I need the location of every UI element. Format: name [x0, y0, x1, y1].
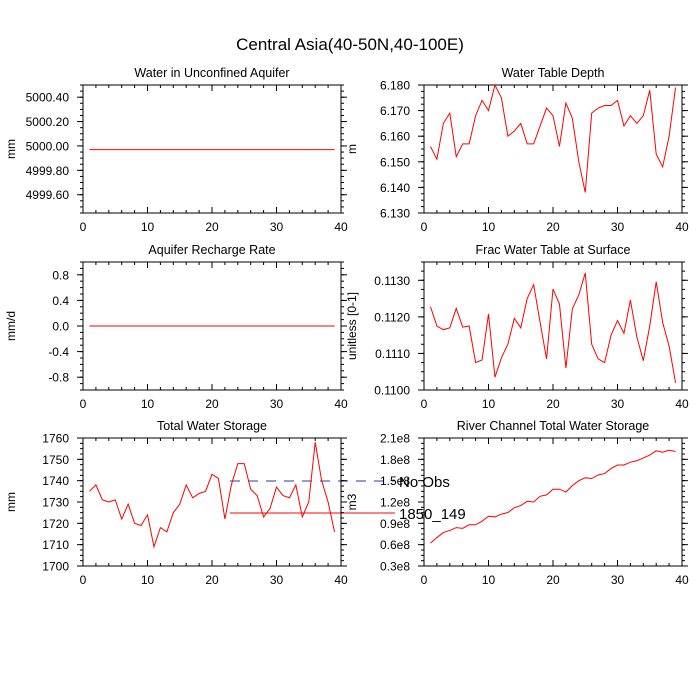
- x-tick-label: 40: [675, 573, 689, 587]
- x-tick-label: 20: [205, 397, 219, 411]
- plot-frame: [423, 84, 683, 214]
- plot-frame: [82, 84, 342, 214]
- y-tick-label: 0.4: [52, 294, 69, 308]
- x-tick-label: 40: [675, 397, 689, 411]
- chart-title: Aquifer Recharge Rate: [148, 243, 275, 257]
- chart-title: Total Water Storage: [157, 419, 267, 433]
- y-tick-label: 6.150: [380, 155, 410, 169]
- y-tick-label: 6.170: [380, 104, 410, 118]
- y-tick-label: 1.5e8: [380, 474, 410, 488]
- x-tick-label: 0: [421, 573, 428, 587]
- x-tick-label: 30: [270, 397, 284, 411]
- chart-panel-4: Frac Water Table at Surface unitless [0-1…: [345, 243, 689, 411]
- x-tick-label: 10: [482, 573, 496, 587]
- y-tick-label: 0.1130: [374, 274, 410, 288]
- x-tick-label: 30: [611, 573, 625, 587]
- x-tick-label: 40: [334, 397, 348, 411]
- x-tick-label: 30: [270, 573, 284, 587]
- legend-1850-149-label: 1850_149: [399, 506, 466, 523]
- y-tick-label: 0.0: [52, 320, 69, 334]
- chart-panel-6: River Channel Total Water Storage m3 0 10 20…: [345, 419, 689, 587]
- x-tick-label: 0: [80, 397, 87, 411]
- y-tick-label: 5000.20: [26, 115, 70, 129]
- y-tick-label: 0.6e8: [380, 538, 410, 552]
- y-tick-label: 4999.80: [26, 164, 70, 178]
- y-axis-label: mm: [4, 492, 18, 512]
- x-tick-label: 30: [611, 220, 625, 234]
- y-tick-label: 1.2e8: [380, 496, 410, 510]
- chart-title: Frac Water Table at Surface: [476, 243, 631, 257]
- series-line-1850-149: [430, 83, 677, 193]
- y-tick-label: 5000.00: [26, 139, 70, 153]
- y-tick-label: 0.1120: [374, 310, 410, 324]
- chart-title: Water Table Depth: [502, 66, 605, 80]
- x-tick-label: 20: [546, 397, 560, 411]
- chart-title: Water in Unconfined Aquifer: [134, 66, 289, 80]
- y-tick-label: 4999.60: [26, 188, 70, 202]
- y-tick-label: 1700: [42, 560, 69, 574]
- y-tick-label: -0.4: [48, 345, 69, 359]
- y-tick-label: 1740: [42, 474, 69, 488]
- chart-panel-5: Total Water Storage mm 0 10 20 30 40 1700 1710 17…: [4, 419, 348, 587]
- chart-title: River Channel Total Water Storage: [457, 419, 650, 433]
- x-tick-label: 0: [80, 220, 87, 234]
- figure-title: Central Asia(40-50N,40-100E): [236, 35, 464, 54]
- y-tick-label: 6.180: [380, 79, 410, 93]
- chart-panel-2: Water Table Depth m 0 10 20 30 40 6.130 6.140 6.1…: [345, 66, 689, 234]
- x-tick-label: 0: [421, 220, 428, 234]
- chart-panel-1: Water in Unconfined Aquifer mm 0 10 20 30 40 49…: [4, 66, 348, 234]
- y-tick-label: 0.1110: [375, 347, 410, 361]
- x-tick-label: 40: [334, 220, 348, 234]
- y-tick-label: 0.9e8: [380, 517, 410, 531]
- y-tick-label: 1720: [42, 517, 69, 531]
- x-tick-label: 10: [141, 220, 155, 234]
- series-line-1850-149: [430, 449, 676, 544]
- x-tick-label: 20: [546, 573, 560, 587]
- x-tick-label: 20: [205, 573, 219, 587]
- x-tick-label: 10: [141, 397, 155, 411]
- x-tick-label: 40: [675, 220, 689, 234]
- y-tick-label: 6.160: [380, 130, 410, 144]
- y-tick-label: 2.1e8: [380, 432, 410, 446]
- x-tick-label: 0: [421, 397, 428, 411]
- y-tick-label: 1750: [42, 453, 69, 467]
- y-tick-label: 6.140: [380, 181, 410, 195]
- plot-frame: [423, 437, 683, 567]
- y-tick-label: 0.3e8: [380, 560, 410, 574]
- y-tick-label: 6.130: [380, 207, 410, 221]
- x-tick-label: 20: [205, 220, 219, 234]
- y-tick-label: -0.8: [48, 371, 69, 385]
- x-tick-label: 10: [482, 220, 496, 234]
- x-tick-label: 30: [611, 397, 625, 411]
- y-tick-label: 1760: [42, 432, 69, 446]
- series-line-1850-149: [429, 272, 677, 383]
- plot-frame: [82, 437, 342, 567]
- y-axis-label: unitless [0-1]: [345, 292, 359, 360]
- series-line-1850-149: [89, 442, 336, 549]
- x-tick-label: 10: [141, 573, 155, 587]
- x-tick-label: 0: [80, 573, 87, 587]
- y-axis-label: mm: [4, 139, 18, 159]
- y-tick-label: 0.8: [52, 268, 69, 282]
- y-tick-label: 5000.40: [26, 91, 70, 105]
- x-tick-label: 30: [270, 220, 284, 234]
- chart-panel-3: Aquifer Recharge Rate mm/d 0 10 20 30 40 -0.8 -0…: [4, 243, 348, 411]
- y-tick-label: 1730: [42, 496, 69, 510]
- y-axis-label: m: [345, 144, 359, 154]
- y-tick-label: 1710: [42, 538, 69, 552]
- x-tick-label: 10: [482, 397, 496, 411]
- x-tick-label: 20: [546, 220, 560, 234]
- y-axis-label: m3: [345, 493, 359, 510]
- y-tick-label: 0.1100: [374, 384, 410, 398]
- y-axis-label: mm/d: [4, 311, 18, 341]
- y-tick-label: 1.8e8: [380, 453, 410, 467]
- x-tick-label: 40: [334, 573, 348, 587]
